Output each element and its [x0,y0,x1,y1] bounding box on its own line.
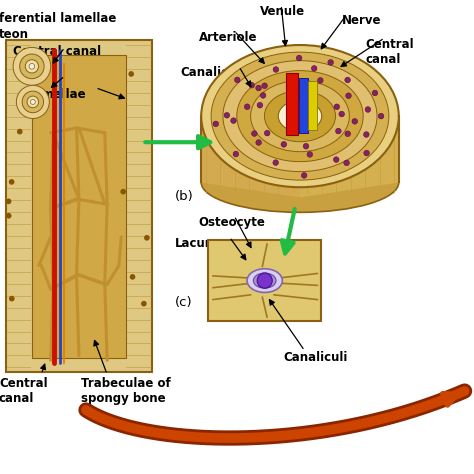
Circle shape [144,235,150,241]
Polygon shape [300,116,399,197]
Circle shape [281,142,287,147]
Circle shape [307,152,313,157]
Text: (b): (b) [175,190,194,202]
Text: Arteriole: Arteriole [199,31,257,44]
Ellipse shape [201,45,399,187]
Circle shape [345,131,351,137]
Text: Osteocyte: Osteocyte [199,216,266,228]
Circle shape [9,296,15,301]
Circle shape [25,60,38,73]
Text: ferential lamellae: ferential lamellae [0,12,116,25]
Circle shape [288,84,294,90]
Circle shape [336,128,341,134]
Bar [286,73,298,135]
Ellipse shape [278,100,322,132]
Circle shape [19,54,44,79]
Circle shape [22,91,44,113]
Ellipse shape [201,153,399,212]
Circle shape [120,189,126,194]
Circle shape [6,213,11,219]
Circle shape [273,160,279,165]
Circle shape [262,83,267,89]
Bar [6,40,152,372]
Ellipse shape [254,273,276,288]
Circle shape [256,140,262,146]
Circle shape [9,179,14,185]
Text: Trabeculae of
spongy bone: Trabeculae of spongy bone [81,377,171,405]
Circle shape [364,132,369,137]
Circle shape [6,199,11,204]
Circle shape [17,85,49,118]
Ellipse shape [247,269,283,292]
Circle shape [372,90,378,96]
Circle shape [308,82,313,87]
Circle shape [30,100,35,104]
Circle shape [27,96,38,108]
Circle shape [378,113,384,119]
Circle shape [318,78,323,83]
Circle shape [244,104,250,109]
Circle shape [224,112,230,118]
Text: Lacuna: Lacuna [175,237,222,250]
Circle shape [231,118,237,124]
Circle shape [345,77,350,83]
Circle shape [249,82,255,88]
Circle shape [344,160,349,166]
Polygon shape [201,116,300,197]
Text: Central canal: Central canal [13,45,101,58]
Circle shape [252,131,257,137]
Text: Canaliculi: Canaliculi [283,351,348,364]
Circle shape [257,102,263,108]
Circle shape [346,93,351,99]
Circle shape [333,157,339,163]
Circle shape [334,104,340,109]
Text: Canaliculi: Canaliculi [180,66,245,79]
Circle shape [364,150,369,156]
Circle shape [213,121,219,127]
Circle shape [141,301,146,307]
Circle shape [257,273,272,288]
Ellipse shape [264,91,336,142]
Circle shape [233,151,239,157]
Circle shape [352,118,357,124]
Text: Lamellae: Lamellae [27,88,87,100]
Circle shape [13,47,51,85]
Text: Venule: Venule [260,5,305,18]
Circle shape [264,130,270,136]
Bar [309,81,317,130]
Circle shape [17,129,23,135]
Circle shape [256,85,261,91]
Circle shape [235,77,240,83]
Circle shape [260,92,266,98]
Circle shape [29,58,35,64]
Bar [208,240,321,321]
Ellipse shape [251,81,349,152]
Circle shape [296,55,302,61]
Circle shape [339,111,345,117]
Text: (c): (c) [175,296,193,309]
Circle shape [303,143,309,149]
Text: Central
canal: Central canal [366,38,414,66]
Text: Nerve: Nerve [342,14,382,27]
Ellipse shape [211,52,389,180]
Circle shape [130,274,136,280]
Text: Central
canal: Central canal [0,377,47,405]
Circle shape [328,60,334,65]
Bar [32,55,126,358]
Bar [299,78,308,133]
Ellipse shape [223,61,377,172]
Circle shape [29,64,35,69]
Text: teon: teon [0,28,29,41]
Circle shape [311,65,317,71]
Circle shape [301,173,307,178]
Circle shape [365,107,371,112]
Circle shape [128,71,134,77]
Circle shape [273,67,279,73]
Ellipse shape [237,71,363,162]
